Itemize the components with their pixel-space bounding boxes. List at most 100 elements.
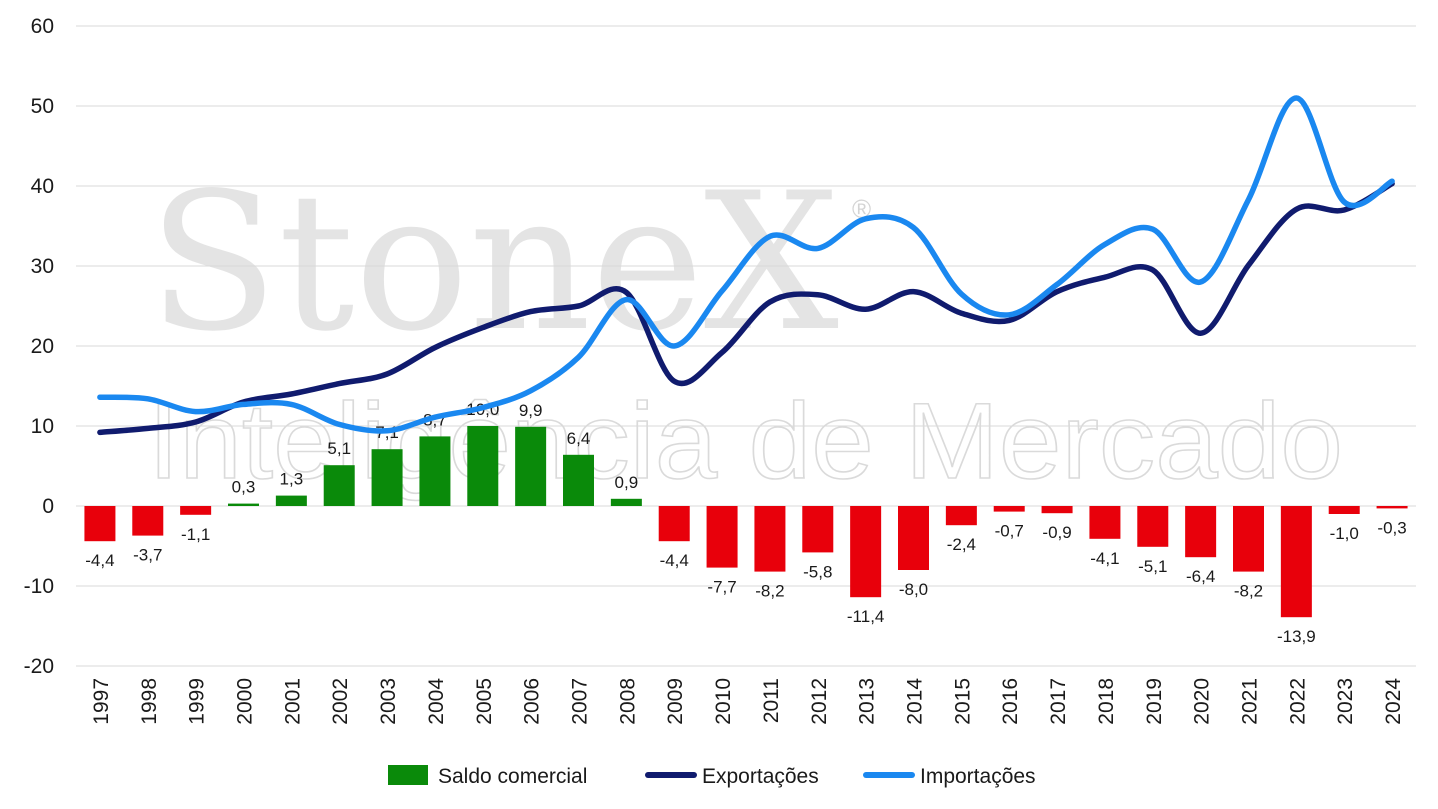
x-tick-label: 2010 [712, 678, 735, 725]
x-tick-label: 2008 [616, 678, 639, 725]
y-tick-label: 10 [31, 415, 54, 438]
line-exportacoes [97, 180, 1395, 436]
x-axis: 1997 1998 1999 2000 2001 2002 2003 2004 2005 2006… [90, 678, 1405, 725]
bar [467, 426, 499, 506]
x-tick-label: 2017 [1047, 678, 1070, 725]
bar-data-label: -3,7 [133, 546, 162, 565]
x-tick-label: 2012 [808, 678, 831, 725]
bar [1089, 506, 1121, 539]
bar [706, 506, 738, 568]
x-tick-label: 2021 [1239, 678, 1262, 725]
legend: Saldo comercial Exportações Importações [388, 765, 1036, 788]
y-tick-label: 60 [31, 15, 54, 38]
line-series [97, 95, 1395, 436]
bar-data-label: 6,4 [567, 429, 591, 448]
y-tick-label: 0 [42, 495, 54, 518]
bar-data-label: 5,1 [327, 439, 351, 458]
legend-label: Saldo comercial [438, 765, 587, 788]
bar-data-label: 0,9 [615, 473, 639, 492]
bar [180, 506, 212, 515]
y-tick-label: -10 [24, 575, 54, 598]
bar-data-label: -8,0 [899, 580, 928, 599]
bar-data-label: -8,2 [1234, 582, 1263, 601]
bar [802, 506, 834, 553]
bar-data-label: -11,4 [847, 607, 885, 626]
bar [1233, 506, 1264, 572]
bar-data-label: -7,7 [707, 578, 736, 597]
bar-data-label: -13,9 [1277, 627, 1316, 646]
bar [945, 506, 977, 526]
bar-data-label: 0,3 [232, 478, 256, 497]
y-tick-label: 20 [31, 335, 54, 358]
bar [898, 506, 929, 570]
x-tick-label: 2005 [473, 678, 496, 725]
x-tick-label: 1999 [186, 678, 209, 725]
legend-label: Importações [920, 765, 1036, 788]
x-tick-label: 2009 [664, 678, 687, 725]
bar-data-label: -0,7 [995, 522, 1024, 541]
bar [1137, 506, 1169, 547]
x-tick-label: 2007 [569, 678, 592, 725]
y-axis: -20 -10 0 10 20 30 40 50 60 [24, 15, 54, 678]
x-tick-label: 1998 [138, 678, 161, 725]
bar [371, 449, 403, 506]
bar-series-saldo-comercial [84, 426, 1408, 618]
x-tick-label: 1997 [90, 678, 113, 725]
bar [323, 465, 355, 506]
x-tick-label: 2015 [951, 678, 974, 725]
bar [1280, 506, 1312, 618]
x-tick-label: 2004 [425, 678, 448, 725]
bar-data-label: 1,3 [280, 470, 304, 489]
bar [419, 436, 451, 506]
bar [1041, 506, 1073, 514]
x-tick-label: 2000 [234, 678, 257, 725]
watermark-brand: StoneX [148, 152, 839, 373]
y-tick-label: 30 [31, 255, 54, 278]
x-tick-label: 2022 [1286, 678, 1309, 725]
y-tick-label: 40 [31, 175, 54, 198]
bar-data-label: -6,4 [1186, 567, 1215, 586]
x-tick-label: 2019 [1143, 678, 1166, 725]
x-tick-label: 2020 [1191, 678, 1214, 725]
bar-data-label: -4,1 [1090, 549, 1119, 568]
bar [275, 495, 307, 506]
bar-data-label: 9,9 [519, 401, 543, 420]
bar-data-label: -5,1 [1138, 557, 1167, 576]
bar [132, 506, 164, 536]
bar [515, 426, 547, 506]
bar [610, 498, 642, 506]
bar-data-label: -2,4 [947, 535, 976, 554]
bar [1185, 506, 1217, 558]
x-tick-label: 2013 [856, 678, 879, 725]
bar [658, 506, 690, 542]
x-tick-label: 2023 [1334, 678, 1357, 725]
bar-data-label: -4,4 [85, 551, 114, 570]
bar [754, 506, 786, 572]
bar-data-labels: -4,4 -3,7-1,10,3 1,35,17,18,710,0 9,96,40,9… [85, 400, 1406, 646]
bar-data-label: -1,0 [1330, 524, 1359, 543]
bar [850, 506, 882, 598]
bar-data-label: -0,3 [1377, 518, 1406, 537]
x-tick-label: 2001 [281, 678, 304, 725]
x-tick-label: 2014 [904, 678, 927, 725]
x-tick-label: 2003 [377, 678, 400, 725]
bar [563, 454, 594, 506]
bar [84, 506, 116, 542]
legend-swatch-bar [388, 765, 428, 785]
bar-data-label: -1,1 [181, 525, 210, 544]
x-tick-label: 2018 [1095, 678, 1118, 725]
x-tick-label: 2006 [521, 678, 544, 725]
bar [1376, 506, 1408, 509]
y-tick-label: 50 [31, 95, 54, 118]
y-tick-label: -20 [24, 655, 54, 678]
legend-label: Exportações [702, 765, 819, 788]
bar [1328, 506, 1360, 514]
x-tick-label: 2024 [1382, 678, 1405, 725]
bar-data-label: -5,8 [803, 562, 832, 581]
x-tick-label: 2011 [760, 678, 783, 723]
bar [228, 503, 259, 506]
bar-data-label: -4,4 [660, 551, 689, 570]
bar-data-label: -0,9 [1042, 523, 1071, 542]
bar [993, 506, 1025, 512]
